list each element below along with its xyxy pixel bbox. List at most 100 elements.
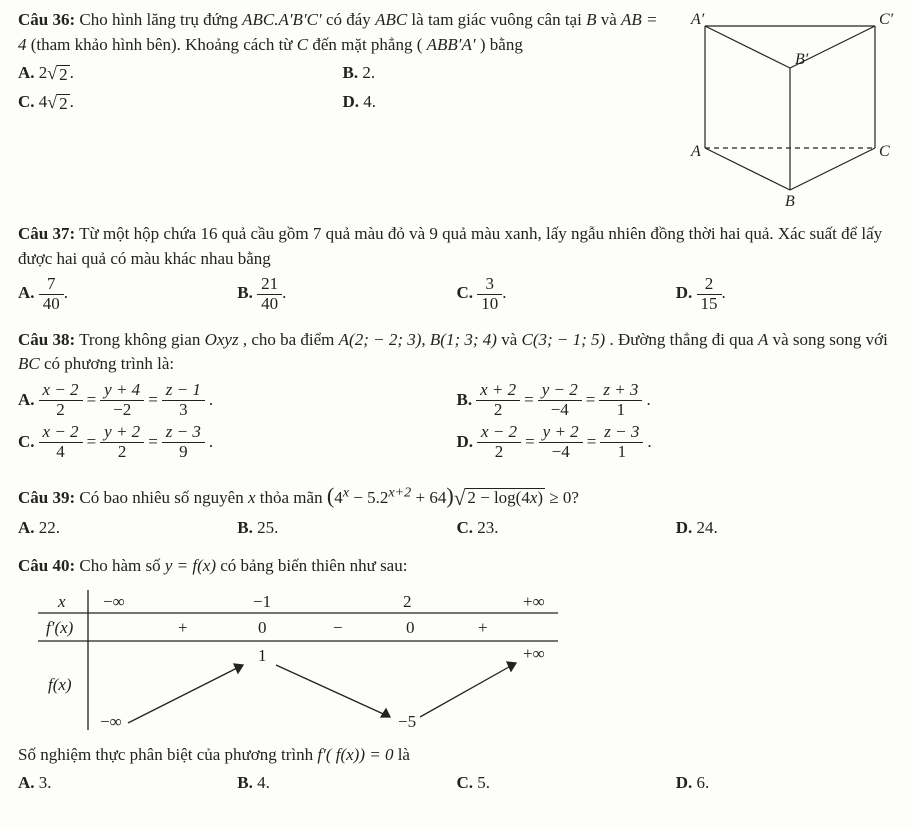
den: 3 bbox=[162, 401, 205, 420]
opt-d-val: 4. bbox=[363, 92, 376, 111]
prism-label-B: B bbox=[785, 193, 795, 208]
q39-option-b: B. 25. bbox=[237, 516, 456, 541]
den: 4 bbox=[39, 443, 83, 462]
q36-option-b: B. 2. bbox=[343, 61, 668, 86]
vt-minleft: −∞ bbox=[100, 712, 122, 731]
opt-b-val: 25. bbox=[257, 518, 278, 537]
num: y + 4 bbox=[100, 381, 144, 401]
num: y − 2 bbox=[538, 381, 582, 401]
den: 2 bbox=[476, 401, 520, 420]
q39-t2: thỏa mãn bbox=[260, 488, 327, 507]
den: −4 bbox=[538, 401, 582, 420]
den: 40 bbox=[257, 295, 282, 314]
q36-option-c: C. 4√2. bbox=[18, 90, 343, 115]
num: x − 2 bbox=[39, 381, 83, 401]
opt-c-val: 5. bbox=[477, 773, 490, 792]
q40-t2: có bảng biến thiên như sau: bbox=[220, 556, 407, 575]
variation-table: x −∞ −1 2 +∞ f′(x) + 0 − 0 + f(x) −∞ 1 −… bbox=[18, 585, 578, 735]
q38-oxyz: Oxyz bbox=[205, 330, 239, 349]
opt-a-label: A. bbox=[18, 388, 35, 413]
opt-c-label: C. bbox=[457, 283, 474, 302]
q36-e6: ABB′A′ bbox=[427, 35, 476, 54]
q39-e1: 4 bbox=[334, 488, 343, 507]
q37-option-c: C. 310. bbox=[457, 275, 676, 313]
num: y + 2 bbox=[539, 423, 583, 443]
q39-geq: ≥ 0? bbox=[545, 488, 579, 507]
prism-label-C: C bbox=[879, 143, 890, 160]
q37-option-a: A. 740. bbox=[18, 275, 237, 313]
q39-e3: + 64 bbox=[411, 488, 446, 507]
q38-t1: Trong không gian bbox=[79, 330, 204, 349]
root-post: ) bbox=[537, 488, 543, 507]
q36-e5: C bbox=[297, 35, 308, 54]
q36-e1: ABC.A′B′C′ bbox=[242, 10, 322, 29]
q39-option-a: A. 22. bbox=[18, 516, 237, 541]
q38-t2: , cho ba điểm bbox=[243, 330, 339, 349]
opt-a-label: A. bbox=[18, 518, 35, 537]
num: x + 2 bbox=[476, 381, 520, 401]
num: z + 3 bbox=[599, 381, 642, 401]
opt-b-label: B. bbox=[237, 518, 253, 537]
prism-label-Cp: C′ bbox=[879, 11, 894, 28]
q37-label: Câu 37: bbox=[18, 224, 75, 243]
opt-a-val: 3. bbox=[39, 773, 52, 792]
q38-t3: và bbox=[501, 330, 521, 349]
q38-option-c: C. x − 24 = y + 22 = z − 39 . bbox=[18, 423, 457, 461]
opt-d-val: 24. bbox=[697, 518, 718, 537]
q36-t6: đến mặt phẳng ( bbox=[312, 35, 422, 54]
vt-valley: −5 bbox=[398, 712, 416, 731]
q39-x: x bbox=[248, 488, 256, 507]
q40-result-line: Số nghiệm thực phân biệt của phương trìn… bbox=[18, 743, 895, 768]
den: 1 bbox=[599, 401, 642, 420]
vt-x-label: x bbox=[57, 592, 66, 611]
den: 10 bbox=[477, 295, 502, 314]
opt-b-label: B. bbox=[457, 388, 473, 413]
vt-fpx-label: f′(x) bbox=[46, 618, 74, 637]
prism-label-Bp: B′ bbox=[795, 51, 809, 68]
q39-label: Câu 39: bbox=[18, 488, 75, 507]
opt-c-label: C. bbox=[18, 92, 35, 111]
q39-options: A. 22. B. 25. C. 23. D. 24. bbox=[18, 516, 895, 541]
q40-t1: Cho hàm số bbox=[79, 556, 164, 575]
vt-s2: − bbox=[333, 618, 343, 637]
q36-option-d: D. 4. bbox=[343, 90, 668, 115]
q40-option-a: A. 3. bbox=[18, 771, 237, 796]
num: 21 bbox=[257, 275, 282, 295]
den: 40 bbox=[39, 295, 64, 314]
opt-a-label: A. bbox=[18, 773, 35, 792]
opt-c-root: 2 bbox=[57, 94, 70, 113]
opt-b-label: B. bbox=[237, 773, 253, 792]
den: −2 bbox=[100, 401, 144, 420]
prism-label-Ap: A′ bbox=[690, 11, 705, 28]
q37-options: A. 740. B. 2140. C. 310. D. 215. bbox=[18, 275, 895, 313]
vt-x1: −1 bbox=[253, 592, 271, 611]
q36-t5: (tham khảo hình bên). Khoảng cách từ bbox=[31, 35, 297, 54]
prism-label-A: A bbox=[690, 143, 701, 160]
num: x − 2 bbox=[477, 423, 521, 443]
question-39: Câu 39: Có bao nhiêu số nguyên x thỏa mã… bbox=[18, 480, 895, 541]
vt-s3: 0 bbox=[406, 618, 415, 637]
opt-c-val: 23. bbox=[477, 518, 498, 537]
q36-e3: B bbox=[586, 10, 596, 29]
num: z − 1 bbox=[162, 381, 205, 401]
q36-text: Câu 36: Cho hình lăng trụ đứng ABC.A′B′C… bbox=[18, 8, 667, 119]
q39-option-d: D. 24. bbox=[676, 516, 895, 541]
opt-d-label: D. bbox=[676, 283, 693, 302]
paren-close: ) bbox=[446, 483, 453, 508]
sqrt-icon: √2 − log(4x) bbox=[454, 488, 545, 509]
q38-option-b: B. x + 22 = y − 2−4 = z + 31 . bbox=[457, 381, 896, 419]
vt-x3: +∞ bbox=[523, 592, 545, 611]
den: 15 bbox=[697, 295, 722, 314]
q40-option-c: C. 5. bbox=[457, 771, 676, 796]
q38-pts: A(2; − 2; 3), B(1; 3; 4) bbox=[339, 330, 497, 349]
q40-option-b: B. 4. bbox=[237, 771, 456, 796]
opt-a-label: A. bbox=[18, 63, 35, 82]
q38-options: A. x − 22 = y + 4−2 = z − 13 . B. x + 22… bbox=[18, 381, 895, 466]
q36-options: A. 2√2. B. 2. C. 4√2. D. 4. bbox=[18, 61, 667, 118]
opt-a-val: 22. bbox=[39, 518, 60, 537]
question-40: Câu 40: Cho hàm số y = f(x) có bảng biến… bbox=[18, 554, 895, 796]
root-pre: 2 − log(4 bbox=[467, 488, 529, 507]
q38-BC: BC bbox=[18, 354, 40, 373]
sqrt-icon: √2 bbox=[47, 65, 69, 84]
opt-a-label: A. bbox=[18, 283, 35, 302]
